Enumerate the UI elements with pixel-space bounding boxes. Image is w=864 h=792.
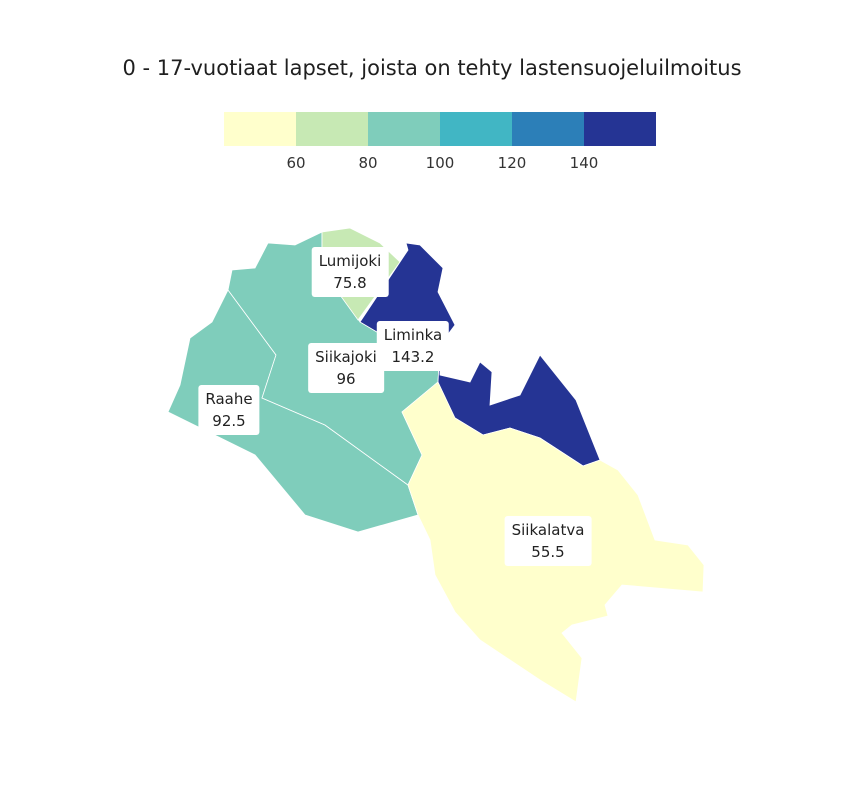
legend-swatch xyxy=(296,112,368,146)
legend-swatch xyxy=(512,112,584,146)
legend-tick: 100 xyxy=(425,154,455,172)
region-label-siikajoki: Siikajoki 96 xyxy=(308,343,384,393)
region-name: Liminka xyxy=(383,326,443,344)
region-name: Raahe xyxy=(205,390,253,408)
color-legend xyxy=(224,112,656,146)
region-name: Siikalatva xyxy=(511,521,585,539)
region-label-raahe: Raahe 92.5 xyxy=(198,385,260,435)
region-name: Lumijoki xyxy=(318,252,382,270)
legend-tick: 80 xyxy=(358,154,378,172)
region-value: 96 xyxy=(336,370,356,388)
legend-swatch xyxy=(368,112,440,146)
legend-swatch xyxy=(224,112,296,146)
legend-tick: 60 xyxy=(286,154,306,172)
region-value: 92.5 xyxy=(212,412,246,430)
region-label-lumijoki: Lumijoki 75.8 xyxy=(311,247,389,297)
region-label-liminka: Liminka 143.2 xyxy=(376,321,450,371)
region-value: 143.2 xyxy=(391,348,435,366)
region-value: 55.5 xyxy=(531,543,565,561)
legend-tick: 120 xyxy=(497,154,527,172)
region-label-siikalatva: Siikalatva 55.5 xyxy=(504,516,592,566)
legend-swatch xyxy=(584,112,656,146)
region-name: Siikajoki xyxy=(315,348,377,366)
legend-swatch xyxy=(440,112,512,146)
region-value: 75.8 xyxy=(333,274,367,292)
legend-tick: 140 xyxy=(569,154,599,172)
map-title: 0 - 17-vuotiaat lapset, joista on tehty … xyxy=(122,56,742,80)
